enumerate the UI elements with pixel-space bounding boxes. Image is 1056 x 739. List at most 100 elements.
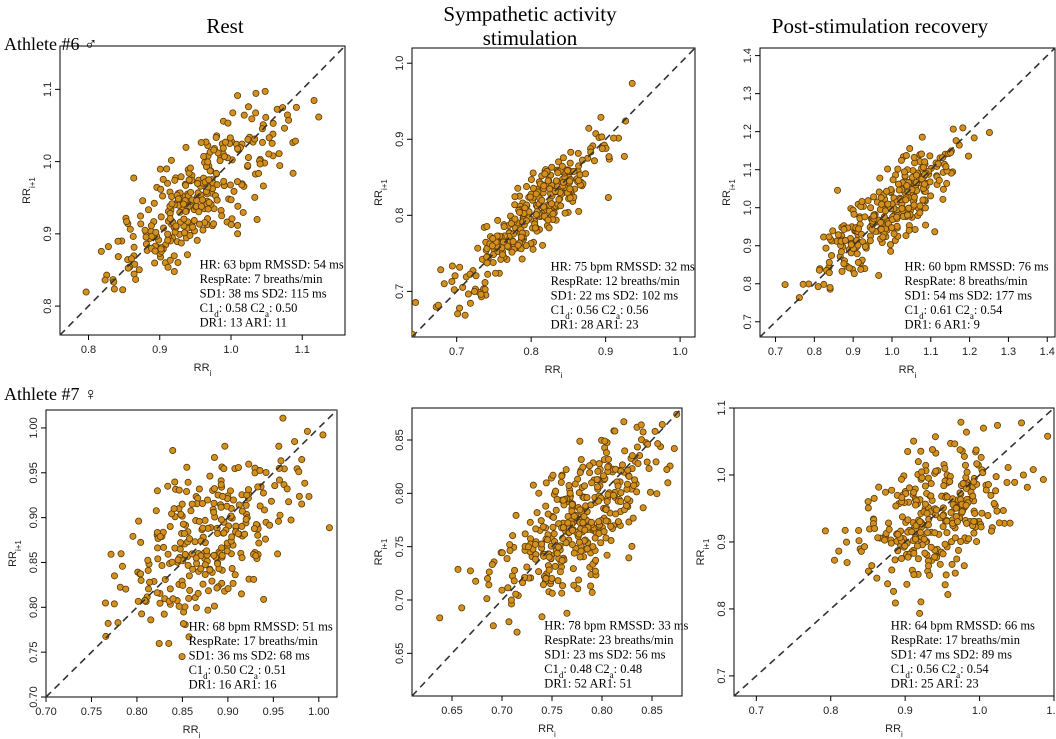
data-point <box>552 506 560 514</box>
data-point <box>902 232 910 240</box>
data-point <box>155 639 163 647</box>
stats-line: DR1: 52 AR1: 51 <box>544 677 632 691</box>
data-point <box>276 162 284 170</box>
y-tick-label: 0.65 <box>394 643 406 664</box>
data-point <box>195 517 203 525</box>
y-axis-label: RRi+1 <box>21 177 37 204</box>
data-point <box>210 146 218 154</box>
x-tick-label: 0.7 <box>768 346 783 358</box>
data-point <box>597 539 605 547</box>
data-point <box>932 467 940 475</box>
data-point <box>575 576 583 584</box>
data-point <box>965 535 973 543</box>
data-point <box>890 230 898 238</box>
x-tick-label: 1.0 <box>223 344 238 356</box>
data-point <box>491 269 499 277</box>
data-point <box>189 223 197 231</box>
data-point <box>921 500 929 508</box>
data-point <box>141 226 149 234</box>
column-title-rest: Rest <box>206 14 244 38</box>
data-point <box>884 165 892 173</box>
data-point <box>168 200 176 208</box>
y-tick-label: 1.0 <box>394 56 406 71</box>
data-point <box>645 465 653 473</box>
data-point <box>936 560 944 568</box>
x-tick-label: 0.90 <box>217 706 238 718</box>
data-point <box>213 196 221 204</box>
data-point <box>186 164 194 172</box>
data-point <box>244 486 252 494</box>
data-point <box>242 501 250 509</box>
data-point <box>464 290 472 298</box>
data-point <box>227 196 235 204</box>
data-point <box>887 539 895 547</box>
data-point <box>871 524 879 532</box>
data-point <box>939 195 947 203</box>
identity-line <box>759 47 1056 338</box>
data-point <box>152 228 160 236</box>
data-point <box>110 600 118 608</box>
data-point <box>245 460 253 468</box>
data-point <box>566 185 574 193</box>
data-point <box>563 609 571 617</box>
data-point <box>939 185 947 193</box>
data-point <box>298 456 306 464</box>
data-point <box>654 440 662 448</box>
data-point <box>821 527 829 535</box>
data-point <box>554 577 562 585</box>
data-point <box>585 124 593 132</box>
data-point <box>254 483 262 491</box>
data-point <box>605 455 613 463</box>
data-point <box>639 504 647 512</box>
data-point <box>509 238 517 246</box>
stats-line: C1d: 0.56 C2a: 0.56 <box>551 303 649 321</box>
data-point <box>259 182 267 190</box>
y-tick-label: 1.1 <box>716 400 728 415</box>
data-point <box>611 427 619 435</box>
data-point <box>182 181 190 189</box>
data-point <box>524 543 532 551</box>
x-axis-label: RRi <box>183 724 201 739</box>
data-point <box>101 276 109 284</box>
data-point <box>532 525 540 533</box>
data-point <box>242 515 250 523</box>
data-point <box>888 224 896 232</box>
data-point <box>539 523 547 531</box>
data-point <box>199 524 207 532</box>
identity-line <box>411 407 683 697</box>
data-point <box>953 555 961 563</box>
data-point <box>529 184 537 192</box>
data-point <box>203 547 211 555</box>
y-tick-label: 1.2 <box>742 124 754 139</box>
data-point <box>864 504 872 512</box>
data-point <box>218 212 226 220</box>
data-point <box>941 581 949 589</box>
stats-line: RespRate: 7 breaths/min <box>200 272 324 286</box>
data-point <box>238 507 246 515</box>
data-point <box>154 544 162 552</box>
data-point <box>544 536 552 544</box>
data-point <box>535 489 543 497</box>
data-point <box>498 586 506 594</box>
data-point <box>229 109 237 117</box>
x-tick-label: 1.4 <box>1040 346 1055 358</box>
data-point <box>206 167 214 175</box>
data-point <box>926 178 934 186</box>
data-point <box>910 193 918 201</box>
data-point <box>117 550 125 558</box>
data-point <box>166 214 174 222</box>
data-point <box>914 458 922 466</box>
data-point <box>850 210 858 218</box>
data-point <box>126 225 134 233</box>
data-point <box>1003 478 1011 486</box>
data-point <box>248 115 256 123</box>
x-tick-label: 0.7 <box>449 346 464 358</box>
data-point <box>201 561 209 569</box>
data-point <box>958 508 966 516</box>
data-point <box>183 463 191 471</box>
data-point <box>527 176 535 184</box>
data-point <box>229 496 237 504</box>
data-point <box>977 453 985 461</box>
